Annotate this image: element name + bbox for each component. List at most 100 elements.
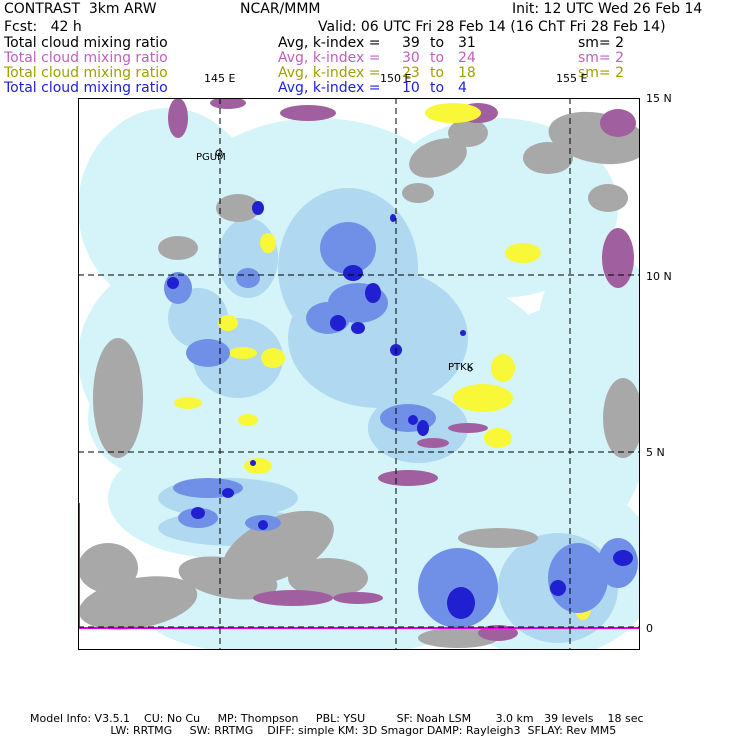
lon-label-145: 145 E — [204, 72, 236, 85]
cloud-midblue-8 — [548, 543, 608, 613]
model-info-line2: LW: RRTMG SW: RRTMG DIFF: simple KM: 3D … — [30, 724, 617, 737]
cloud-midblue-0 — [320, 222, 376, 274]
cloud-core-9 — [390, 214, 396, 222]
field-from: 23 — [402, 65, 420, 81]
cloud-yellow-0 — [425, 103, 481, 123]
cloud-yellow-4 — [229, 347, 257, 359]
lat-label-10n: 10 N — [646, 270, 672, 283]
field-from: 39 — [402, 35, 420, 51]
cloud-core-11 — [550, 580, 566, 596]
field-name: Total cloud mixing ratio — [4, 80, 168, 96]
field-name: Total cloud mixing ratio — [4, 50, 168, 66]
cloud-midblue-5 — [186, 339, 230, 367]
cloud-purple-1 — [280, 105, 336, 121]
cloud-purple-8 — [253, 590, 333, 606]
field-avg: Avg, k-index = — [278, 50, 381, 66]
weather-map — [78, 98, 640, 650]
cloud-yellow-2 — [491, 354, 515, 382]
cloud-yellow-11 — [484, 428, 512, 448]
cloud-yellow-5 — [261, 348, 285, 368]
field-from: 30 — [402, 50, 420, 66]
cloud-yellow-9 — [260, 233, 276, 253]
cloud-core-16 — [250, 460, 256, 466]
station-marker-pgum — [215, 149, 223, 157]
cloud-gray-7 — [78, 576, 198, 630]
field-avg: Avg, k-index = — [278, 35, 381, 51]
map-frame — [78, 98, 640, 650]
cloud-gray-6 — [78, 543, 138, 593]
cloud-midblue-4 — [164, 272, 192, 304]
domain-edge-bottom — [78, 627, 640, 629]
field-to: 31 — [458, 35, 476, 51]
cloud-yellow-6 — [174, 397, 202, 409]
cloud-core-8 — [167, 277, 179, 289]
cloud-core-13 — [191, 507, 205, 519]
station-ptkk: PTKK — [448, 362, 474, 373]
cloud-core-7 — [252, 201, 264, 215]
lat-label-eq: 0 — [646, 622, 653, 635]
cloud-purple-5 — [378, 470, 438, 486]
cloud-core-10 — [447, 587, 475, 619]
cloud-gray-1 — [448, 119, 488, 147]
cloud-gray-14 — [588, 184, 628, 212]
forecast-hour: Fcst: 42 h — [4, 19, 82, 35]
cloud-yellow-8 — [244, 458, 272, 474]
field-to: 24 — [458, 50, 476, 66]
cloud-core-14 — [222, 488, 234, 498]
station-pgum: PGUM — [196, 152, 226, 163]
lat-label-5n: 5 N — [646, 446, 665, 459]
cloud-core-17 — [460, 330, 466, 336]
cloud-core-3 — [351, 322, 365, 334]
cloud-purple-9 — [168, 98, 188, 138]
field-to-word: to — [430, 65, 445, 81]
cloud-core-2 — [330, 315, 346, 331]
cloud-paleblue-3 — [168, 288, 228, 348]
station-marker-ptkk — [467, 366, 473, 372]
field-name: Total cloud mixing ratio — [4, 65, 168, 81]
model-title: CONTRAST 3km ARW — [4, 1, 157, 17]
field-to-word: to — [430, 80, 445, 96]
cloud-purple-11 — [333, 592, 383, 604]
cloud-gray-15 — [158, 236, 198, 260]
cloud-purple-6 — [448, 423, 488, 433]
cloud-purple-3 — [600, 109, 636, 137]
lon-label-155: 155 E — [556, 72, 588, 85]
org-label: NCAR/MMM — [240, 1, 321, 17]
cloud-light-10 — [538, 248, 640, 408]
cloud-yellow-10 — [505, 243, 541, 263]
cloud-midblue-6 — [236, 268, 260, 288]
cloud-gray-12 — [458, 528, 538, 548]
lat-label-15n: 15 N — [646, 92, 672, 105]
valid-time: Valid: 06 UTC Fri 28 Feb 14 (16 ChT Fri … — [318, 19, 666, 35]
field-sm: sm= 2 — [578, 65, 625, 81]
cloud-gray-13 — [603, 378, 640, 458]
model-info-line1: Model Info: V3.5.1 CU: No Cu MP: Thompso… — [30, 712, 644, 725]
cloud-purple-0 — [210, 98, 246, 109]
field-avg: Avg, k-index = — [278, 65, 381, 81]
field-sm: sm= 2 — [578, 50, 625, 66]
field-name: Total cloud mixing ratio — [4, 35, 168, 51]
cloud-core-15 — [258, 520, 268, 530]
cloud-gray-9 — [288, 558, 368, 598]
cloud-gray-10 — [178, 556, 278, 600]
cloud-core-12 — [613, 550, 633, 566]
cloud-gray-16 — [216, 194, 260, 222]
cloud-yellow-7 — [238, 414, 258, 426]
field-to-word: to — [430, 35, 445, 51]
cloud-yellow-3 — [218, 315, 238, 331]
field-sm: sm= 2 — [578, 35, 625, 51]
cloud-core-0 — [343, 265, 363, 281]
cloud-core-5 — [417, 420, 429, 436]
field-from: 10 — [402, 80, 420, 96]
cloud-gray-2 — [402, 183, 434, 203]
field-avg: Avg, k-index = — [278, 80, 381, 96]
cloud-gray-4 — [523, 142, 573, 174]
cloud-gray-5 — [93, 338, 143, 458]
cloud-purple-4 — [417, 438, 449, 448]
lon-label-150: 150 E — [380, 72, 412, 85]
cloud-core-1 — [365, 283, 381, 303]
cloud-yellow-1 — [453, 384, 513, 412]
cloud-gray-0 — [409, 138, 467, 178]
init-time: Init: 12 UTC Wed 26 Feb 14 — [512, 1, 703, 17]
cloud-purple-10 — [602, 228, 634, 288]
